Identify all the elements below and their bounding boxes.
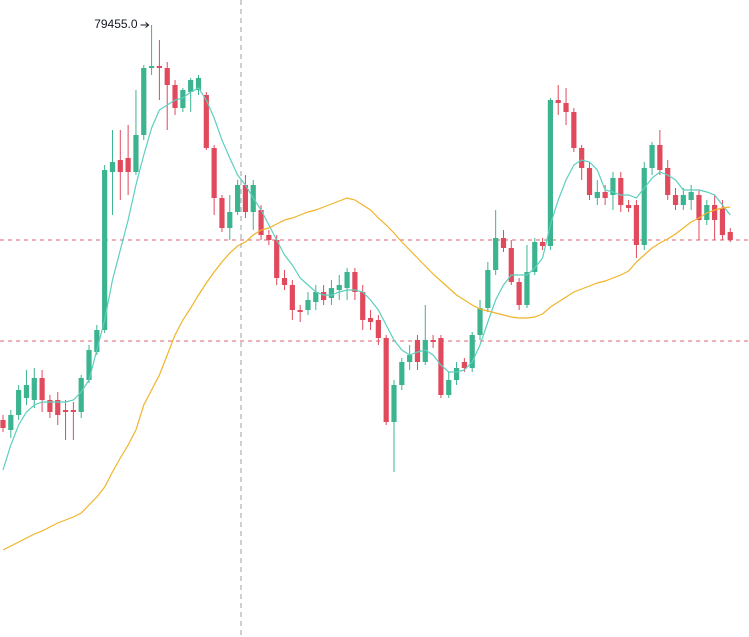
candle-body (148, 66, 155, 68)
candle-body (618, 178, 624, 205)
candle-body (641, 168, 647, 245)
candle-body (430, 340, 436, 342)
candle-body (242, 185, 249, 212)
candle-body (203, 95, 209, 148)
candle-body (500, 238, 507, 248)
candle-body (633, 205, 640, 245)
candle-body (141, 68, 147, 135)
candle-body (712, 205, 718, 220)
candle-body (8, 415, 14, 430)
candle-body (539, 242, 546, 246)
candle-body (579, 148, 585, 168)
candle-body (555, 100, 561, 103)
candle-body (86, 350, 92, 380)
candle-body (188, 80, 194, 92)
candle-body (563, 103, 569, 112)
candle-body (39, 378, 45, 400)
candle-body (219, 198, 225, 228)
candle-body (586, 168, 593, 195)
candle-body (407, 355, 413, 362)
candle-body (688, 192, 694, 200)
candle-body (78, 378, 84, 412)
candle-body (383, 338, 389, 422)
high-label: 79455.0 (94, 17, 138, 31)
candle-body (508, 248, 514, 282)
candle-body (227, 212, 233, 228)
candle-body (680, 195, 686, 205)
candle-body (461, 362, 467, 368)
candle-body (602, 192, 608, 198)
candle-body (235, 185, 241, 212)
candle-body (70, 410, 76, 412)
candle-body (453, 368, 460, 380)
candle-body (414, 340, 421, 362)
candle-body (516, 282, 522, 305)
candle-body (610, 178, 616, 195)
candle-body (305, 300, 311, 310)
candle-body (313, 292, 319, 302)
ma-line (2, 87, 731, 471)
candle-body (266, 235, 272, 240)
candle-body (328, 288, 335, 298)
candle-body (211, 148, 217, 198)
candle-body (438, 338, 444, 395)
candle-body (547, 100, 553, 246)
candle-body (274, 240, 280, 278)
candle-body (524, 272, 530, 305)
candle-body (360, 292, 366, 320)
candle-body (125, 158, 131, 172)
candle-body (672, 195, 679, 205)
candle-body (117, 160, 123, 172)
candle-body (485, 270, 491, 308)
candle-body (47, 400, 53, 412)
candle-body (195, 78, 202, 90)
candle-body (469, 335, 475, 368)
candle-body (352, 272, 358, 292)
high-arrow-head (145, 22, 150, 28)
candle-body (281, 278, 288, 285)
candle-body (156, 66, 162, 68)
candle-body (477, 308, 483, 335)
ma-line (2, 197, 731, 551)
candle-body (172, 85, 178, 108)
candle-body (180, 90, 186, 108)
candle-body (23, 385, 30, 398)
candle-body (164, 68, 170, 85)
candle-body (727, 232, 733, 240)
candle-body (532, 242, 538, 272)
candle-body (55, 400, 61, 415)
candle-body (16, 390, 22, 415)
candle-body (31, 378, 37, 400)
candle-body (62, 410, 69, 412)
candle-body (657, 145, 663, 170)
candle-body (696, 195, 702, 220)
candle-body (94, 330, 100, 352)
candle-body (344, 272, 350, 288)
candle-body (493, 238, 499, 270)
candle-body (399, 362, 405, 385)
candle-body (571, 112, 577, 148)
candle-body (321, 292, 327, 300)
candle-body (594, 192, 600, 198)
candle-body (336, 285, 342, 290)
candle-body (289, 285, 295, 310)
candle-body (719, 208, 726, 235)
candle-body (109, 162, 116, 172)
candle-body (102, 170, 108, 330)
candle-body (375, 320, 381, 338)
candle-body (367, 318, 374, 322)
candle-body (665, 168, 671, 195)
candle-body (0, 420, 6, 428)
candle-body (133, 135, 139, 172)
candle-body (297, 310, 303, 312)
candle-body (446, 380, 452, 395)
candle-body (391, 385, 397, 422)
candle-body (626, 205, 632, 208)
candle-body (422, 340, 428, 362)
candle-body (258, 210, 264, 235)
candle-body (649, 145, 655, 168)
